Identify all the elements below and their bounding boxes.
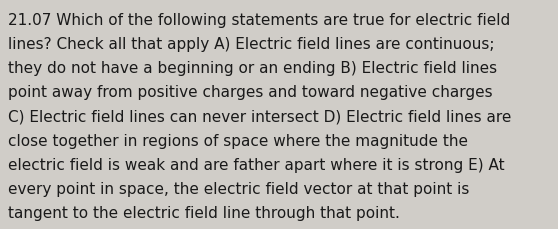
- Text: close together in regions of space where the magnitude the: close together in regions of space where…: [8, 133, 468, 148]
- Text: 21.07 Which of the following statements are true for electric field: 21.07 Which of the following statements …: [8, 13, 510, 28]
- Text: they do not have a beginning or an ending B) Electric field lines: they do not have a beginning or an endin…: [8, 61, 497, 76]
- Text: every point in space, the electric field vector at that point is: every point in space, the electric field…: [8, 181, 469, 196]
- Text: lines? Check all that apply A) Electric field lines are continuous;: lines? Check all that apply A) Electric …: [8, 37, 494, 52]
- Text: tangent to the electric field line through that point.: tangent to the electric field line throu…: [8, 205, 400, 220]
- Text: C) Electric field lines can never intersect D) Electric field lines are: C) Electric field lines can never inters…: [8, 109, 511, 124]
- Text: point away from positive charges and toward negative charges: point away from positive charges and tow…: [8, 85, 493, 100]
- Text: electric field is weak and are father apart where it is strong E) At: electric field is weak and are father ap…: [8, 157, 504, 172]
